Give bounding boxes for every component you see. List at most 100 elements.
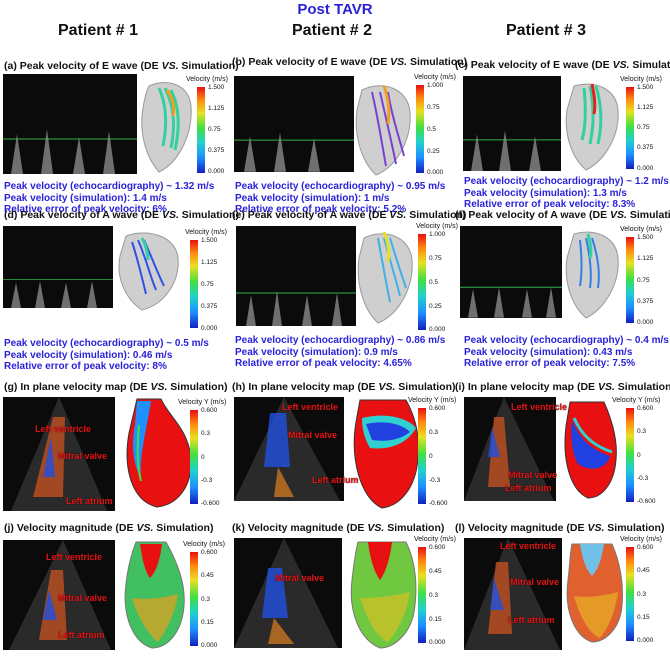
colorbar-tick: 0.3 bbox=[637, 428, 647, 435]
colorbar-tick: 0.3 bbox=[429, 429, 439, 436]
label-mitral-valve: Mitral valve bbox=[510, 577, 560, 587]
panel-g-title: (g) In plane velocity map (DE VS. Simula… bbox=[4, 381, 228, 393]
echo-doppler-image bbox=[460, 226, 562, 318]
patient-3-heading: Patient # 3 bbox=[506, 22, 587, 39]
colorbar-tick: 0.375 bbox=[637, 144, 654, 151]
colorbar-tick: 1.125 bbox=[201, 259, 218, 266]
heart-simulation-model bbox=[565, 231, 619, 319]
colorbar bbox=[190, 240, 198, 328]
colorbar bbox=[626, 547, 634, 641]
colorbar-tick: 1.500 bbox=[208, 84, 225, 91]
colorbar-tick: 0.000 bbox=[429, 639, 446, 646]
colorbar-tick: -0.3 bbox=[201, 477, 213, 484]
panel-c-stats: Peak velocity (echocardiography) ~ 1.2 m… bbox=[464, 176, 669, 210]
label-left-atrium: Left atrium bbox=[505, 483, 552, 493]
heart-simulation-model bbox=[118, 232, 179, 311]
colorbar-title: Velocity (m/s) bbox=[416, 223, 459, 230]
heart-simulation-model bbox=[357, 231, 413, 324]
colorbar bbox=[626, 237, 634, 323]
colorbar-tick: 1.125 bbox=[208, 105, 225, 112]
label-left-atrium: Left atrium bbox=[58, 630, 105, 640]
panel-e-title: (e) Peak velocity of A wave (DE VS. Simu… bbox=[232, 209, 467, 221]
velocity-map-slice bbox=[564, 401, 617, 499]
colorbar-tick: 1.125 bbox=[637, 104, 654, 111]
colorbar-tick: 0 bbox=[429, 453, 433, 460]
colorbar-tick: 1.500 bbox=[201, 237, 218, 244]
colorbar-tick: 1.500 bbox=[637, 234, 654, 241]
echo-color-doppler-image bbox=[234, 538, 342, 648]
panel-f-stats: Peak velocity (echocardiography) ~ 0.4 m… bbox=[464, 335, 669, 369]
colorbar bbox=[626, 408, 634, 502]
echo-doppler-image bbox=[236, 226, 356, 326]
colorbar-tick: 0.600 bbox=[637, 544, 654, 551]
panel-d-stats: Peak velocity (echocardiography) ~ 0.5 m… bbox=[4, 338, 209, 372]
colorbar-title: Velocity (m/s) bbox=[183, 541, 226, 548]
colorbar-tick: -0.600 bbox=[201, 500, 220, 507]
colorbar-tick: 0 bbox=[201, 454, 205, 461]
colorbar-title: Velocity (m/s) bbox=[414, 536, 457, 543]
echo-color-doppler-image bbox=[464, 397, 556, 501]
panel-a-title: (a) Peak velocity of E wave (DE VS. Simu… bbox=[4, 60, 239, 72]
colorbar bbox=[626, 87, 634, 169]
colorbar-tick: -0.600 bbox=[429, 500, 448, 507]
colorbar bbox=[418, 234, 426, 330]
heart-simulation-model bbox=[355, 85, 411, 176]
colorbar-tick: 0.45 bbox=[637, 567, 650, 574]
colorbar-tick: 1.000 bbox=[427, 82, 444, 89]
patient-1-heading: Patient # 1 bbox=[58, 22, 139, 39]
colorbar bbox=[416, 85, 424, 173]
colorbar-tick: 0.25 bbox=[429, 303, 442, 310]
panel-j-title: (j) Velocity magnitude (DE VS. Simulatio… bbox=[4, 522, 214, 534]
echo-doppler-image bbox=[463, 76, 561, 171]
label-mitral-valve: Mitral valve bbox=[508, 470, 558, 480]
colorbar-tick: 0.15 bbox=[201, 619, 214, 626]
echo-doppler-image bbox=[3, 74, 137, 174]
colorbar-tick: 0.15 bbox=[637, 614, 650, 621]
colorbar-tick: 0.45 bbox=[201, 572, 214, 579]
colorbar-tick: 0.75 bbox=[429, 255, 442, 262]
panel-h-title: (h) In plane velocity map (DE VS. Simula… bbox=[232, 381, 456, 393]
colorbar-title: Velocity Y (m/s) bbox=[178, 399, 227, 406]
panel-k-title: (k) Velocity magnitude (DE VS. Simulatio… bbox=[232, 522, 445, 534]
colorbar-title: Velocity (m/s) bbox=[414, 74, 457, 81]
colorbar-title: Velocity (m/s) bbox=[186, 76, 229, 83]
colorbar-tick: 0.375 bbox=[201, 303, 218, 310]
colorbar-tick: 0.75 bbox=[637, 124, 650, 131]
colorbar-tick: 0.5 bbox=[429, 279, 439, 286]
colorbar-tick: 0.3 bbox=[637, 591, 647, 598]
velocity-map-slice bbox=[126, 398, 192, 508]
label-left-ventricle: Left ventricle bbox=[46, 552, 103, 562]
colorbar-tick: 0.375 bbox=[637, 298, 654, 305]
label-mitral-valve: Mitral valve bbox=[275, 573, 325, 583]
colorbar-tick: 0.25 bbox=[427, 148, 440, 155]
colorbar-tick: -0.600 bbox=[637, 498, 656, 505]
colorbar-title: Velocity (m/s) bbox=[620, 76, 663, 83]
label-mitral-valve: Mitral valve bbox=[58, 593, 108, 603]
echo-doppler-image bbox=[234, 76, 354, 172]
colorbar bbox=[190, 552, 198, 646]
colorbar-tick: -0.3 bbox=[637, 475, 649, 482]
label-left-ventricle: Left ventricle bbox=[500, 541, 557, 551]
label-left-ventricle: Left ventricle bbox=[35, 424, 92, 434]
colorbar-tick: 0.000 bbox=[637, 637, 654, 644]
label-left-atrium: Left atrium bbox=[508, 615, 555, 625]
echo-color-doppler-image bbox=[464, 538, 562, 650]
colorbar-tick: 1.125 bbox=[637, 255, 654, 262]
figure-title: Post TAVR bbox=[297, 1, 373, 18]
colorbar-tick: 0.5 bbox=[427, 126, 437, 133]
panel-b-stats: Peak velocity (echocardiography) ~ 0.95 … bbox=[235, 181, 446, 215]
label-left-ventricle: Left ventricle bbox=[282, 402, 339, 412]
colorbar-title: Velocity (m/s) bbox=[620, 226, 663, 233]
heart-simulation-model bbox=[565, 83, 619, 171]
colorbar-tick: 0.75 bbox=[637, 277, 650, 284]
velocity-map-slice bbox=[353, 399, 419, 509]
label-left-atrium: Left atrium bbox=[66, 496, 113, 506]
echo-color-doppler-image bbox=[3, 540, 115, 650]
panel-d-title: (d) Peak velocity of A wave (DE VS. Simu… bbox=[4, 209, 239, 221]
colorbar-title: Velocity Y (m/s) bbox=[612, 397, 661, 404]
label-mitral-valve: Mitral valve bbox=[58, 451, 108, 461]
colorbar-title: Velocity (m/s) bbox=[620, 536, 663, 543]
panel-i-title: (i) In plane velocity map (DE VS. Simula… bbox=[455, 381, 670, 393]
panel-e-stats: Peak velocity (echocardiography) ~ 0.86 … bbox=[235, 335, 446, 369]
panel-f-title: (f) Peak velocity of A wave (DE VS. Simu… bbox=[455, 209, 670, 221]
